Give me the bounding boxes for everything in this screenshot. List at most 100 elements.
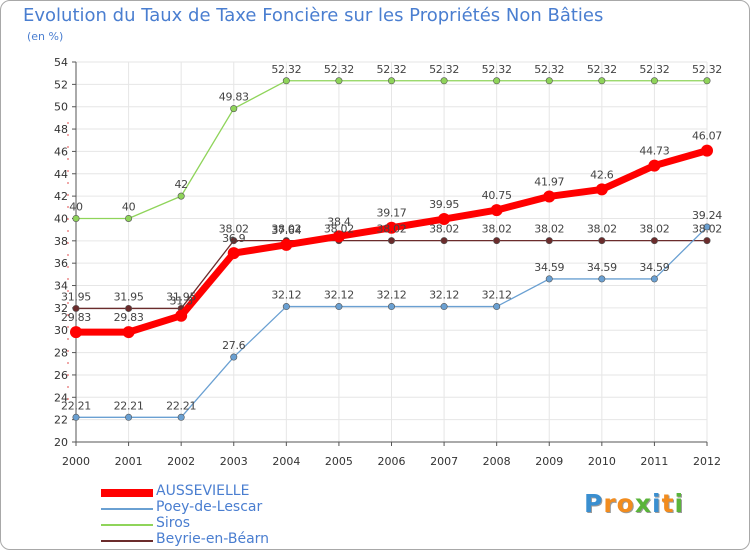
logo-letter: x xyxy=(634,489,652,518)
y-tick-label: 28 xyxy=(54,347,68,360)
data-point-poey-de-lescar xyxy=(493,303,501,311)
data-point-poey-de-lescar xyxy=(125,413,133,421)
data-label-poey-de-lescar: 22.21 xyxy=(114,399,144,412)
data-point-aussevielle xyxy=(701,144,713,157)
data-label-beyrie-en-b-arn: 38.02 xyxy=(219,223,249,236)
y-tick-label: 50 xyxy=(54,101,68,114)
data-label-beyrie-en-b-arn: 38.02 xyxy=(692,223,722,236)
y-tick-label: 54 xyxy=(54,56,68,69)
data-point-poey-de-lescar xyxy=(335,303,343,311)
data-point-beyrie-en-b-arn xyxy=(703,237,711,245)
legend-label: Siros xyxy=(156,515,191,531)
x-tick-label: 2005 xyxy=(325,455,353,468)
data-label-beyrie-en-b-arn: 38.02 xyxy=(377,223,407,236)
proxiti-logo: Proxiti xyxy=(584,489,684,518)
data-label-poey-de-lescar: 27.6 xyxy=(222,339,246,352)
y-tick-label: 24 xyxy=(54,391,68,404)
legend-label: Beyrie-en-Béarn xyxy=(156,531,270,547)
data-point-siros xyxy=(493,77,501,85)
data-point-siros xyxy=(335,77,343,85)
data-point-beyrie-en-b-arn xyxy=(545,237,553,245)
data-point-poey-de-lescar xyxy=(282,303,290,311)
logo-letter: i xyxy=(674,489,685,518)
data-label-poey-de-lescar: 34.59 xyxy=(534,261,564,274)
data-label-aussevielle: 39.17 xyxy=(377,207,407,220)
data-label-aussevielle: 44.73 xyxy=(639,145,669,158)
data-point-beyrie-en-b-arn xyxy=(493,237,501,245)
data-point-beyrie-en-b-arn xyxy=(72,304,80,312)
data-label-aussevielle: 46.07 xyxy=(692,130,722,143)
data-label-poey-de-lescar: 32.12 xyxy=(271,289,301,302)
data-point-beyrie-en-b-arn xyxy=(650,237,658,245)
data-point-aussevielle xyxy=(70,326,82,339)
data-label-siros: 52.32 xyxy=(429,63,459,76)
y-tick-label: 20 xyxy=(54,436,68,449)
data-label-poey-de-lescar: 22.21 xyxy=(61,399,91,412)
data-point-poey-de-lescar xyxy=(650,275,658,283)
y-tick-label: 42 xyxy=(54,190,68,203)
x-tick-label: 2006 xyxy=(378,455,406,468)
data-point-siros xyxy=(703,77,711,85)
x-tick-label: 2003 xyxy=(220,455,248,468)
x-tick-label: 2001 xyxy=(115,455,143,468)
data-label-siros: 52.32 xyxy=(587,63,617,76)
legend-swatch xyxy=(101,524,153,526)
data-label-beyrie-en-b-arn: 38.02 xyxy=(271,223,301,236)
logo-letter: o xyxy=(616,489,635,518)
data-label-beyrie-en-b-arn: 38.02 xyxy=(587,223,617,236)
x-tick-label: 2010 xyxy=(588,455,616,468)
data-point-poey-de-lescar xyxy=(177,413,185,421)
data-point-aussevielle xyxy=(175,309,188,322)
data-point-siros xyxy=(282,77,290,85)
y-tick-label: 46 xyxy=(54,145,68,158)
data-label-siros: 49.83 xyxy=(219,91,249,104)
data-label-poey-de-lescar: 22.21 xyxy=(166,399,196,412)
legend-label: Poey-de-Lescar xyxy=(156,499,263,515)
data-label-poey-de-lescar: 32.12 xyxy=(324,289,354,302)
data-label-beyrie-en-b-arn: 38.02 xyxy=(639,223,669,236)
data-point-aussevielle xyxy=(122,326,135,339)
x-tick-label: 2012 xyxy=(693,455,721,468)
data-point-poey-de-lescar xyxy=(545,275,553,283)
data-label-siros: 52.32 xyxy=(639,63,669,76)
data-label-aussevielle: 37.64 xyxy=(271,224,301,237)
data-point-siros xyxy=(230,105,238,113)
data-label-poey-de-lescar: 32.12 xyxy=(482,289,512,302)
data-label-siros: 40 xyxy=(122,200,136,213)
logo-letter: i xyxy=(652,489,662,518)
data-label-poey-de-lescar: 34.59 xyxy=(639,261,669,274)
data-point-poey-de-lescar xyxy=(230,353,238,361)
data-point-poey-de-lescar xyxy=(72,413,80,421)
x-tick-label: 2002 xyxy=(167,455,195,468)
data-point-aussevielle xyxy=(490,204,503,217)
data-label-poey-de-lescar: 32.12 xyxy=(429,289,459,302)
data-label-poey-de-lescar: 39.24 xyxy=(692,209,722,222)
data-label-beyrie-en-b-arn: 31.95 xyxy=(114,290,144,303)
data-label-aussevielle: 42.6 xyxy=(590,168,614,181)
data-label-aussevielle: 29.83 xyxy=(114,311,144,324)
y-tick-label: 38 xyxy=(54,235,68,248)
data-point-aussevielle xyxy=(280,238,293,251)
x-tick-label: 2008 xyxy=(483,455,511,468)
data-label-poey-de-lescar: 34.59 xyxy=(587,261,617,274)
data-point-aussevielle xyxy=(227,247,240,260)
data-point-beyrie-en-b-arn xyxy=(125,304,133,312)
data-label-beyrie-en-b-arn: 31.95 xyxy=(61,290,91,303)
data-point-poey-de-lescar xyxy=(387,303,395,311)
data-point-aussevielle xyxy=(332,230,345,243)
data-label-aussevielle: 29.83 xyxy=(61,311,91,324)
data-point-aussevielle xyxy=(648,159,661,172)
data-label-beyrie-en-b-arn: 38.02 xyxy=(482,223,512,236)
unit-label: (en %) xyxy=(27,30,64,43)
data-point-siros xyxy=(387,77,395,85)
legend-label: AUSSEVIELLE xyxy=(156,483,250,499)
data-label-aussevielle: 38.4 xyxy=(327,215,351,228)
data-label-siros: 42 xyxy=(174,178,187,191)
data-point-siros xyxy=(440,77,448,85)
logo-letter: r xyxy=(603,489,617,518)
data-point-siros xyxy=(598,77,606,85)
data-label-poey-de-lescar: 32.12 xyxy=(377,289,407,302)
y-tick-label: 44 xyxy=(54,168,68,181)
data-label-aussevielle: 39.95 xyxy=(429,198,459,211)
